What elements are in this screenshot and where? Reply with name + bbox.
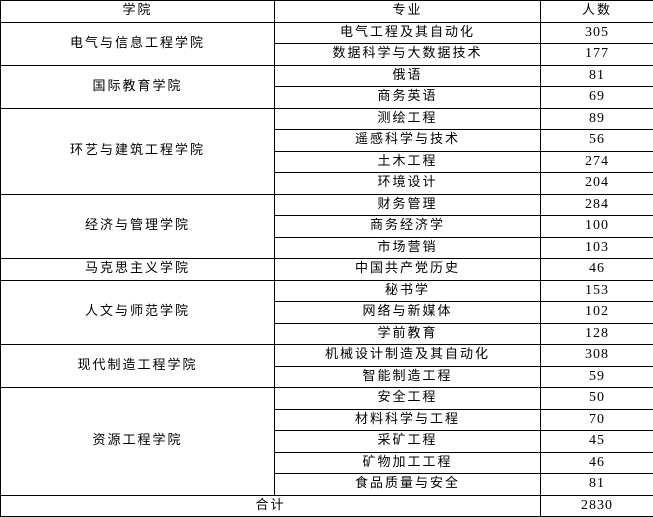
student-count: 46 — [540, 451, 653, 474]
major-name: 数据科学与大数据技术 — [274, 43, 541, 66]
table-row: 国际教育学院 俄语 81 — [0, 64, 653, 109]
student-count: 45 — [540, 430, 653, 453]
college-name: 资源工程学院 — [0, 387, 275, 496]
major-name: 学前教育 — [274, 322, 541, 345]
student-count: 81 — [540, 473, 653, 496]
college-name: 环艺与建筑工程学院 — [0, 107, 275, 195]
major-name: 材料科学与工程 — [274, 408, 541, 431]
college-name: 经济与管理学院 — [0, 193, 275, 259]
header-major: 专业 — [274, 0, 541, 23]
student-count: 103 — [540, 236, 653, 259]
student-count: 153 — [540, 279, 653, 302]
major-name: 秘书学 — [274, 279, 541, 302]
major-name: 电气工程及其自动化 — [274, 21, 541, 44]
major-name: 安全工程 — [274, 387, 541, 410]
table-row: 人文与师范学院 秘书学 153 — [0, 279, 653, 345]
college-name: 现代制造工程学院 — [0, 344, 275, 388]
student-count: 46 — [540, 258, 653, 281]
table-row: 网络与新媒体 102 — [1, 301, 653, 324]
table-row: 资源工程学院 安全工程 50 — [0, 387, 653, 496]
student-count: 89 — [540, 107, 653, 130]
major-name: 商务英语 — [274, 86, 541, 109]
major-name: 矿物加工工程 — [274, 451, 541, 474]
table-row: 市场营销 103 — [1, 236, 653, 259]
student-count: 177 — [540, 43, 653, 66]
major-name: 中国共产党历史 — [274, 258, 541, 281]
student-count: 284 — [540, 193, 653, 216]
student-count: 70 — [540, 408, 653, 431]
student-count: 59 — [540, 365, 653, 388]
table-row: 智能制造工程 59 — [1, 365, 653, 388]
table-row: 遥感科学与技术 56 — [1, 129, 653, 152]
major-name: 食品质量与安全 — [274, 473, 541, 496]
major-name: 市场营销 — [274, 236, 541, 259]
major-name: 土木工程 — [274, 150, 541, 173]
table-row: 学前教育 128 — [1, 322, 653, 345]
table-row: 环艺与建筑工程学院 测绘工程 89 — [0, 107, 653, 195]
table-row: 矿物加工工程 46 — [1, 451, 653, 474]
college-name: 人文与师范学院 — [0, 279, 275, 345]
table-row: 现代制造工程学院 机械设计制造及其自动化 308 — [0, 344, 653, 388]
header-college: 学院 — [0, 0, 275, 23]
student-count: 128 — [540, 322, 653, 345]
major-name: 智能制造工程 — [274, 365, 541, 388]
student-count: 56 — [540, 129, 653, 152]
major-name: 环境设计 — [274, 172, 541, 195]
student-count: 274 — [540, 150, 653, 173]
college-name: 电气与信息工程学院 — [0, 21, 275, 66]
table-row: 经济与管理学院 财务管理 284 — [0, 193, 653, 259]
college-name: 国际教育学院 — [0, 64, 275, 109]
table-row: 马克思主义学院 中国共产党历史 46 — [0, 258, 653, 281]
student-count: 69 — [540, 86, 653, 109]
student-count: 204 — [540, 172, 653, 195]
total-count: 2830 — [540, 494, 653, 517]
table-row: 食品质量与安全 81 — [1, 473, 653, 496]
college-name: 马克思主义学院 — [0, 258, 275, 281]
major-name: 俄语 — [274, 64, 541, 87]
major-name: 财务管理 — [274, 193, 541, 216]
total-label: 合计 — [0, 494, 541, 517]
student-count: 50 — [540, 387, 653, 410]
table-row: 材料科学与工程 70 — [1, 408, 653, 431]
major-name: 商务经济学 — [274, 215, 541, 238]
total-row: 合计 2830 — [0, 494, 653, 517]
major-name: 采矿工程 — [274, 430, 541, 453]
header-count: 人数 — [540, 0, 653, 23]
major-name: 遥感科学与技术 — [274, 129, 541, 152]
table-row: 商务英语 69 — [1, 86, 653, 109]
major-name: 测绘工程 — [274, 107, 541, 130]
major-name: 机械设计制造及其自动化 — [274, 344, 541, 367]
header-row: 学院 专业 人数 — [0, 0, 653, 23]
major-name: 网络与新媒体 — [274, 301, 541, 324]
student-count: 100 — [540, 215, 653, 238]
student-count: 102 — [540, 301, 653, 324]
student-count: 305 — [540, 21, 653, 44]
table-row: 电气与信息工程学院 电气工程及其自动化 305 — [0, 21, 653, 66]
student-count: 308 — [540, 344, 653, 367]
table-row: 数据科学与大数据技术 177 — [1, 43, 653, 66]
table-row: 环境设计 204 — [1, 172, 653, 195]
student-count: 81 — [540, 64, 653, 87]
